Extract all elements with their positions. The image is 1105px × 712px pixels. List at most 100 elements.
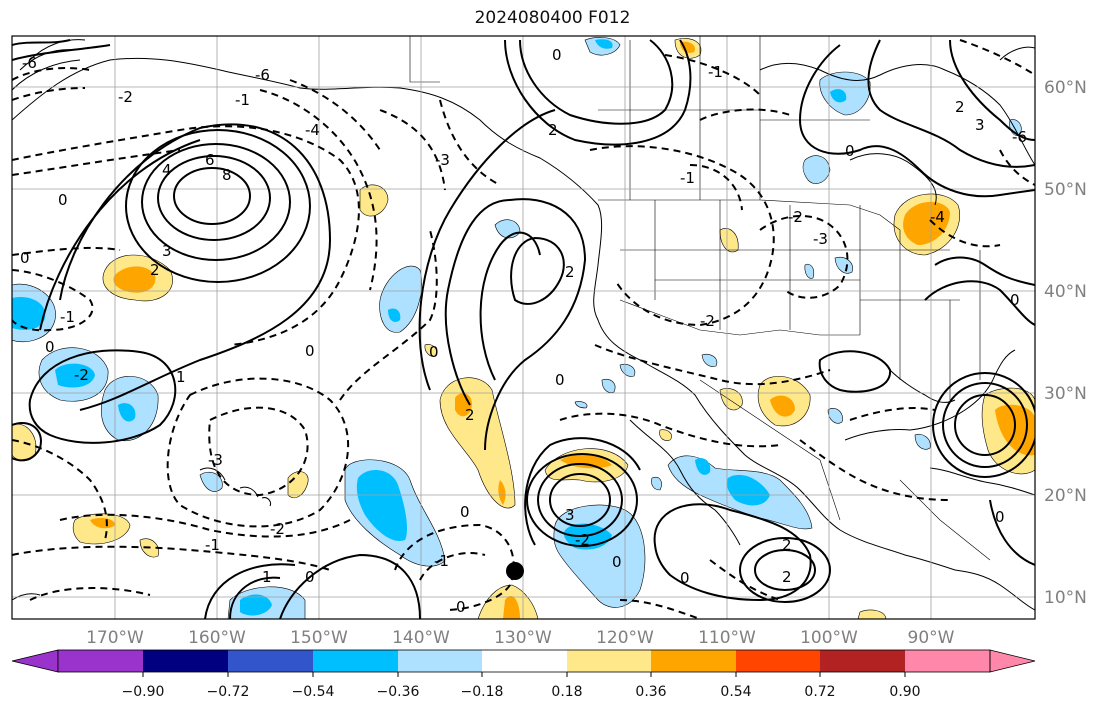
colorbar-swatch xyxy=(905,650,990,672)
contour-label: 0 xyxy=(460,503,470,521)
colorbar-swatch xyxy=(313,650,398,672)
positive-contours xyxy=(12,39,1035,619)
contour-label: 0 xyxy=(456,598,466,616)
colorbar-tick-label: 0.18 xyxy=(551,684,582,700)
lon-tick-label: 120°W xyxy=(596,628,654,648)
contour-label: 0 xyxy=(555,371,565,389)
contour-label: 0 xyxy=(20,249,30,267)
colorbar-tick-label: 0.54 xyxy=(720,684,751,700)
contour-label: 2 xyxy=(150,261,160,279)
lat-tick-label: 60°N xyxy=(1044,78,1087,98)
colorbar-tick-label: −0.18 xyxy=(461,684,504,700)
contour-label: -2 xyxy=(74,366,89,384)
contour-label: 2 xyxy=(548,121,558,139)
lat-tick-label: 10°N xyxy=(1044,588,1087,608)
contour-label: -3 xyxy=(435,151,450,169)
contour-label: 0 xyxy=(552,46,562,64)
colorbar-swatch xyxy=(736,650,820,672)
contour-label: 0 xyxy=(1010,291,1020,309)
contour-label: 1 xyxy=(262,568,272,586)
map-background xyxy=(12,36,1035,619)
lat-tick-label: 20°N xyxy=(1044,486,1087,506)
contour-label: -1 xyxy=(205,536,220,554)
lat-tick-label: 30°N xyxy=(1044,384,1087,404)
lon-tick-label: 150°W xyxy=(290,628,348,648)
contour-label: 0 xyxy=(58,191,68,209)
colorbar-tick-label: −0.54 xyxy=(292,684,335,700)
contour-label: 2 xyxy=(465,406,475,424)
contour-label: -6 xyxy=(255,66,270,84)
contour-label: -2 xyxy=(700,312,715,330)
contour-label: -2 xyxy=(788,208,803,226)
contour-label: -1 xyxy=(235,91,250,109)
contour-label: -2 xyxy=(118,88,133,106)
colorbar-swatch xyxy=(398,650,482,672)
colorbar-swatch xyxy=(820,650,905,672)
colorbar: −0.90 −0.72 −0.54 −0.36 −0.18 0.18 0.36 … xyxy=(11,649,1036,700)
longitude-axis: 170°W 160°W 150°W 140°W 130°W 120°W 110°… xyxy=(86,628,955,648)
contour-label: -6 xyxy=(22,54,37,72)
contour-label: 4 xyxy=(162,161,172,179)
colorbar-tick-label: 0.36 xyxy=(635,684,666,700)
lon-tick-label: 110°W xyxy=(698,628,756,648)
contour-label: 3 xyxy=(975,116,985,134)
contour-label: 2 xyxy=(955,98,965,116)
contour-label: 0 xyxy=(995,508,1005,526)
negative-contours xyxy=(12,39,1035,619)
contour-label: 0 xyxy=(845,142,855,160)
colorbar-tick-label: −0.90 xyxy=(122,684,165,700)
contour-label: 3 xyxy=(565,506,575,524)
colorbar-extend-high xyxy=(989,649,1036,673)
colorbar-tick-label: −0.72 xyxy=(207,684,250,700)
contour-label: -2 xyxy=(575,531,590,549)
contour-label: 0 xyxy=(612,553,622,571)
contour-label: -1 xyxy=(434,552,449,570)
lon-tick-label: 170°W xyxy=(86,628,144,648)
contour-label: 6 xyxy=(205,151,215,169)
lat-tick-label: 40°N xyxy=(1044,282,1087,302)
contour-labels: 6 8 4 3 2 1 0 0 0 0 -2 -2 -1 -3 1 0 -1 0… xyxy=(20,46,1027,616)
contour-label: 0 xyxy=(305,568,315,586)
contour-label: -1 xyxy=(708,63,723,81)
lon-tick-label: 90°W xyxy=(908,628,955,648)
contour-label: 0 xyxy=(680,569,690,587)
storm-center-marker xyxy=(506,562,524,580)
contour-label: 2 xyxy=(782,536,792,554)
contour-label: -4 xyxy=(930,208,945,226)
colorbar-tick-label: −0.36 xyxy=(377,684,420,700)
latitude-axis: 60°N 50°N 40°N 30°N 20°N 10°N xyxy=(1044,78,1087,608)
lon-tick-label: 140°W xyxy=(392,628,450,648)
contour-label: 1 xyxy=(176,368,186,386)
contour-label: -2 xyxy=(270,520,285,538)
lat-tick-label: 50°N xyxy=(1044,180,1087,200)
colorbar-tick-label: 0.90 xyxy=(889,684,920,700)
colorbar-swatch xyxy=(567,650,651,672)
contour-label: -6 xyxy=(1012,128,1027,146)
contour-label: 0 xyxy=(305,342,315,360)
colorbar-ticks xyxy=(142,672,906,677)
colorbar-frame xyxy=(57,649,991,673)
colorbar-swatch xyxy=(482,650,567,672)
contour-label: -1 xyxy=(680,169,695,187)
contour-label: -3 xyxy=(208,451,223,469)
contour-label: 2 xyxy=(565,263,575,281)
contour-label: 0 xyxy=(429,343,439,361)
contour-label: -1 xyxy=(60,308,75,326)
colorbar-tick-label: 0.72 xyxy=(804,684,835,700)
lon-tick-label: 160°W xyxy=(188,628,246,648)
contour-label: 0 xyxy=(45,338,55,356)
colorbar-swatch xyxy=(58,650,143,672)
colorbar-swatch xyxy=(143,650,228,672)
colorbar-extend-low xyxy=(11,649,59,673)
colorbar-swatch xyxy=(228,650,313,672)
map-frame xyxy=(11,35,1036,620)
colorbar-swatch xyxy=(651,650,736,672)
contour-label: 8 xyxy=(222,166,232,184)
contour-label: 2 xyxy=(782,568,792,586)
contour-label: -3 xyxy=(813,230,828,248)
lon-tick-label: 100°W xyxy=(800,628,858,648)
page-title: 2024080400 F012 xyxy=(474,8,631,28)
contour-label: -4 xyxy=(305,121,320,139)
contour-label: 3 xyxy=(162,242,172,260)
